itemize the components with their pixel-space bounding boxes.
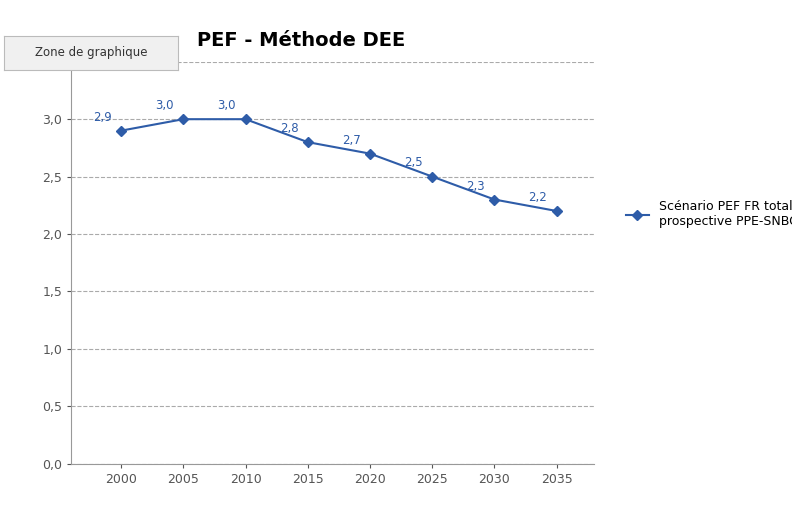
Text: 3,0: 3,0 xyxy=(218,99,236,112)
Text: 2,9: 2,9 xyxy=(93,111,112,124)
Text: 2,2: 2,2 xyxy=(528,191,547,203)
Scénario PEF FR total avec
prospective PPE-SNBC xyxy=(241,116,250,122)
Text: 3,0: 3,0 xyxy=(155,99,174,112)
Scénario PEF FR total avec
prospective PPE-SNBC xyxy=(116,128,126,134)
Legend: Scénario PEF FR total avec
prospective PPE-SNBC: Scénario PEF FR total avec prospective P… xyxy=(621,196,792,233)
Scénario PEF FR total avec
prospective PPE-SNBC xyxy=(552,208,562,214)
Text: 2,8: 2,8 xyxy=(280,122,299,135)
Text: 2,3: 2,3 xyxy=(466,180,485,193)
Text: 2,5: 2,5 xyxy=(404,156,423,169)
Text: Zone de graphique: Zone de graphique xyxy=(35,46,147,59)
Text: 2,7: 2,7 xyxy=(342,134,360,147)
Scénario PEF FR total avec
prospective PPE-SNBC xyxy=(303,139,313,145)
Scénario PEF FR total avec
prospective PPE-SNBC xyxy=(428,174,437,180)
Line: Scénario PEF FR total avec
prospective PPE-SNBC: Scénario PEF FR total avec prospective P… xyxy=(117,116,560,214)
Scénario PEF FR total avec
prospective PPE-SNBC xyxy=(178,116,188,122)
Scénario PEF FR total avec
prospective PPE-SNBC xyxy=(489,196,499,202)
Text: PEF - Méthode DEE: PEF - Méthode DEE xyxy=(197,31,405,50)
Scénario PEF FR total avec
prospective PPE-SNBC xyxy=(365,150,375,157)
